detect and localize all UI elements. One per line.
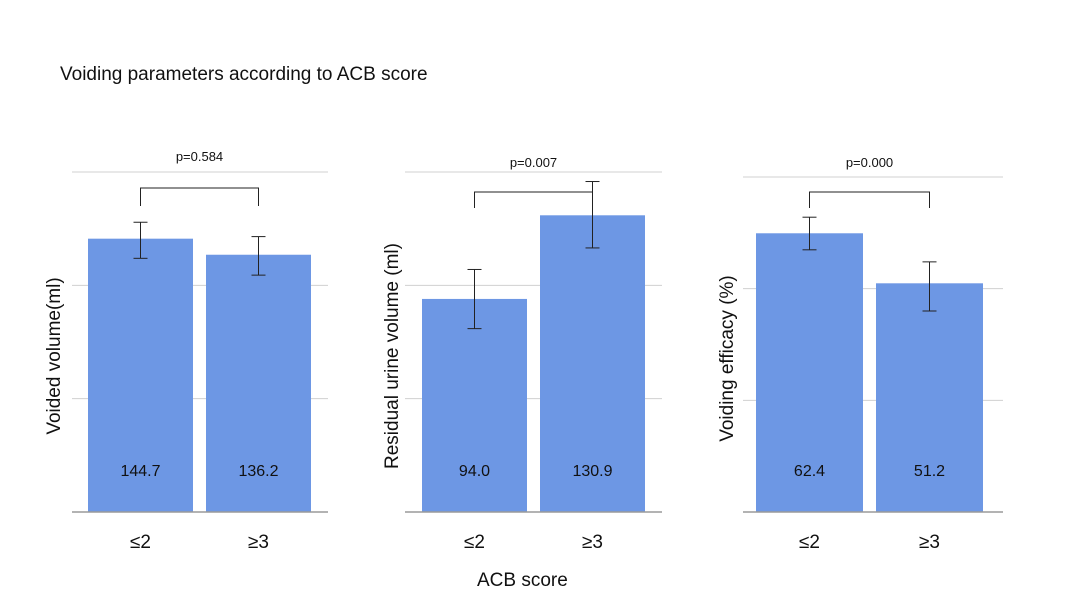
data-label: 51.2 [914,463,945,480]
chart-panel-3: 62.4 ≤2 51.2 ≥3 p=0.000 Voiding efficacy (%) [717,155,1003,553]
bar [876,283,983,512]
y-axis-label: Voided volume(ml) [44,277,65,434]
bar [88,238,193,512]
chart-panel-2: 94.0 ≤2 130.9 ≥3 p=0.007 Residual urine volum… [382,155,662,553]
data-label: 130.9 [572,463,612,480]
x-tick-label: ≥3 [248,532,269,553]
chart-title: Voiding parameters according to ACB scor… [60,64,428,85]
data-label: 136.2 [238,463,278,480]
significance-bracket [809,191,930,208]
x-tick-label: ≥3 [919,532,940,553]
bar [422,298,527,512]
y-axis-label: Residual urine volume (ml) [382,243,403,469]
x-tick-label: ≤2 [799,532,820,553]
data-label: 94.0 [459,463,490,480]
p-value-annotation: p=0.007 [510,155,557,170]
x-axis-title: ACB score [477,570,568,591]
chart-panel-1: 144.7 ≤2 136.2 ≥3 p=0.584 Voided volume(ml) [44,149,328,553]
significance-bracket [140,187,259,206]
significance-bracket [474,191,593,208]
bar [206,254,311,512]
x-tick-label: ≤2 [464,532,485,553]
data-label: 144.7 [120,463,160,480]
y-axis-label: Voiding efficacy (%) [717,275,738,442]
p-value-annotation: p=0.584 [176,149,223,164]
x-tick-label: ≤2 [130,532,151,553]
p-value-annotation: p=0.000 [846,155,893,170]
data-label: 62.4 [794,463,825,480]
bar [540,215,645,512]
x-tick-label: ≥3 [582,532,603,553]
bar [756,233,863,512]
